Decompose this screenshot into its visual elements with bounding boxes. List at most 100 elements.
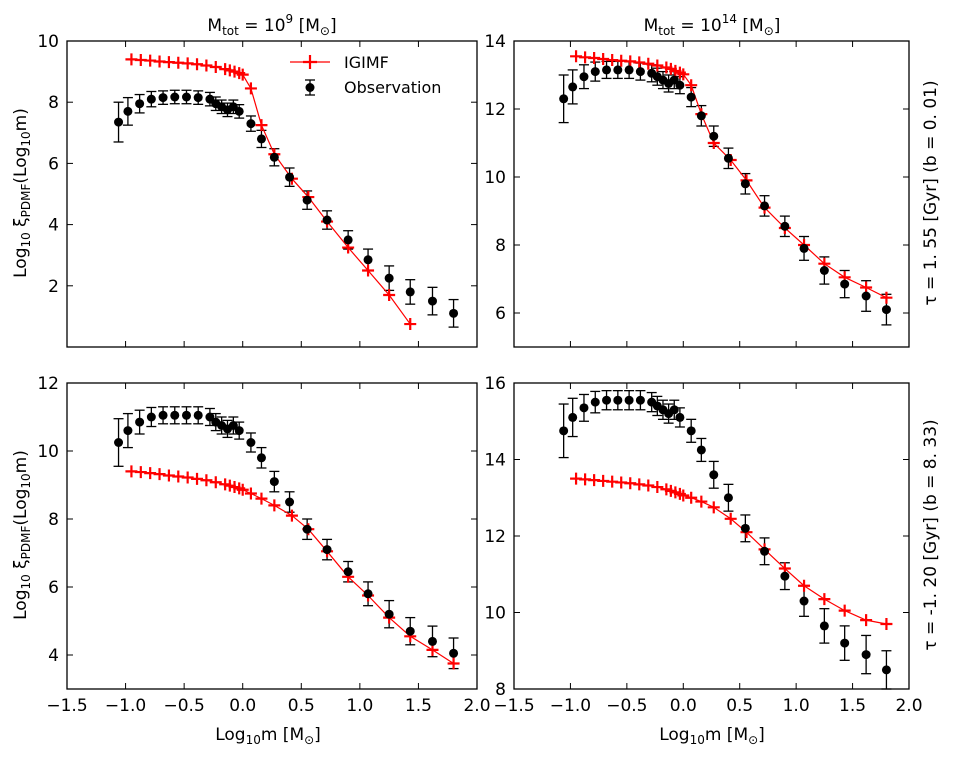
igimf-point xyxy=(255,492,268,505)
plot-frame xyxy=(513,40,910,348)
obs-point xyxy=(193,410,203,420)
obs-point xyxy=(881,305,891,315)
obs-point xyxy=(602,65,612,75)
obs-point xyxy=(568,412,578,422)
igimf-point xyxy=(209,61,222,74)
y-tick-label: 16 xyxy=(484,374,506,394)
obs-point xyxy=(799,243,809,253)
igimf-point xyxy=(153,468,166,481)
y-tick-label: 12 xyxy=(484,527,506,547)
obs-point xyxy=(405,626,415,636)
obs-point xyxy=(696,111,706,121)
y-tick-label: 6 xyxy=(495,304,506,324)
obs-point xyxy=(613,65,623,75)
obs-point xyxy=(135,417,145,427)
igimf-point xyxy=(624,477,637,490)
igimf-line xyxy=(576,55,887,299)
obs-point xyxy=(322,545,332,555)
igimf-point xyxy=(191,472,204,485)
obs-point xyxy=(780,221,790,231)
ylabel-top: Log10 ξPDMF(Log10m) xyxy=(11,108,33,278)
igimf-point xyxy=(860,281,873,294)
obs-point xyxy=(861,291,871,301)
y-tick-label: 12 xyxy=(484,100,506,120)
obs-point xyxy=(427,636,437,646)
igimf-point xyxy=(200,59,213,72)
y-tick-label: 4 xyxy=(48,646,59,666)
y-tick-label: 2 xyxy=(48,277,59,297)
x-tick-label: −0.5 xyxy=(606,696,647,716)
xlabel-right: Log10m [M⊙] xyxy=(659,725,765,747)
obs-point xyxy=(624,395,634,405)
y-tick-label: 8 xyxy=(495,236,506,256)
igimf-point xyxy=(633,56,646,69)
panel-top-left: 2 4 6 8 10 xyxy=(37,32,478,348)
obs-point xyxy=(405,287,415,297)
obs-point xyxy=(246,438,256,447)
obs-point xyxy=(170,410,180,420)
igimf-point xyxy=(244,82,257,95)
obs-point xyxy=(256,134,266,144)
igimf-point xyxy=(677,68,690,81)
igimf-point xyxy=(685,491,698,504)
obs-point xyxy=(675,80,685,90)
obs-point xyxy=(624,65,634,75)
igimf-point xyxy=(236,68,249,81)
igimf-point xyxy=(285,509,298,522)
igimf-point xyxy=(255,119,268,132)
igimf-point xyxy=(447,657,460,670)
obs-point xyxy=(760,546,770,556)
plot-frame xyxy=(66,40,478,348)
obs-point xyxy=(602,395,612,405)
obs-point xyxy=(285,497,295,507)
igimf-point xyxy=(633,478,646,491)
igimf-point xyxy=(362,264,375,277)
legend-igimf-label: IGIMF xyxy=(344,53,389,72)
obs-point xyxy=(780,571,790,581)
obs-point xyxy=(363,255,373,265)
igimf-point xyxy=(838,604,851,617)
obs-point xyxy=(285,172,295,182)
legend-obs-label: Observation xyxy=(344,78,441,97)
igimf-point xyxy=(707,501,720,514)
obs-point xyxy=(590,397,600,407)
obs-point xyxy=(256,453,266,463)
obs-point xyxy=(384,273,394,283)
obs-point xyxy=(881,665,891,675)
obs-point xyxy=(363,589,373,599)
x-tick-label: 1.5 xyxy=(405,696,432,716)
x-tick-label: 0.0 xyxy=(670,696,697,716)
igimf-point xyxy=(200,474,213,487)
obs-point xyxy=(861,650,871,660)
y-tick-label: 10 xyxy=(484,604,506,624)
obs-point xyxy=(760,201,770,211)
igimf-point xyxy=(651,59,664,72)
panel-bottom-left: −1.5 −1.0 −0.5 0.0 0.5 1.0 1.5 2.0 4 6 8 10 12 xyxy=(37,374,490,716)
y-tick-label: 14 xyxy=(484,32,506,52)
igimf-point xyxy=(181,471,194,484)
y-tick-label: 8 xyxy=(48,510,59,530)
x-tick-label: 0.5 xyxy=(726,696,753,716)
obs-point xyxy=(723,153,733,163)
obs-point xyxy=(181,410,191,420)
obs-point xyxy=(234,106,244,116)
obs-point xyxy=(590,67,600,77)
y-tick-label: 10 xyxy=(484,168,506,188)
obs-point xyxy=(322,215,332,225)
igimf-point xyxy=(209,476,222,489)
obs-point xyxy=(146,412,156,422)
igimf-point xyxy=(244,487,257,500)
igimf-point xyxy=(685,79,698,92)
obs-point xyxy=(568,82,578,92)
obs-point xyxy=(740,179,750,189)
obs-point xyxy=(114,438,124,447)
legend: IGIMF Observation xyxy=(290,53,441,97)
legend-obs-marker xyxy=(305,83,315,92)
plot-frame xyxy=(66,382,478,690)
x-tick-label: −1.0 xyxy=(550,696,591,716)
igimf-point xyxy=(642,479,655,492)
obs-point xyxy=(269,477,279,487)
y-tick-label: 4 xyxy=(48,216,59,236)
obs-point xyxy=(246,119,256,129)
x-tick-label: 0.0 xyxy=(229,696,256,716)
